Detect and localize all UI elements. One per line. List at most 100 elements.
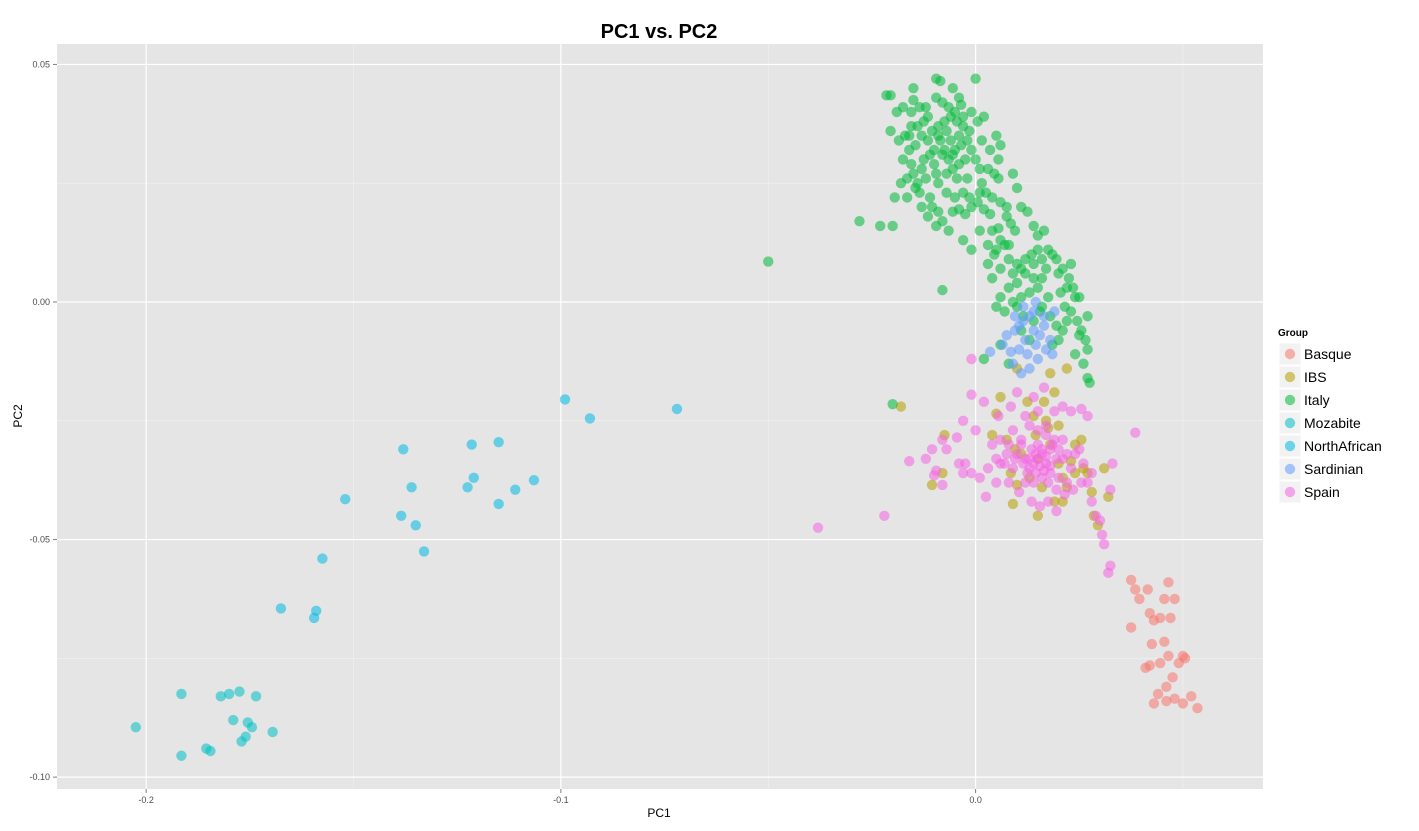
data-point-sardinian xyxy=(1013,344,1025,355)
data-point-basque xyxy=(1134,593,1145,605)
data-point-spain xyxy=(1051,484,1062,495)
chart-title: PC1 vs. PC2 xyxy=(601,21,718,43)
data-point-northafrican xyxy=(671,403,683,415)
data-point-italy xyxy=(949,192,961,203)
data-point-basque xyxy=(1161,695,1172,707)
data-point-basque xyxy=(1186,691,1197,702)
legend-item-italy: Italy xyxy=(1278,388,1330,412)
data-point-ibs xyxy=(1049,387,1060,398)
data-point-italy xyxy=(986,192,998,203)
data-point-spain xyxy=(1038,465,1050,476)
y-tick-label: -0.05 xyxy=(29,535,50,545)
data-point-mozabite xyxy=(234,686,245,697)
data-point-sardinian xyxy=(1038,311,1050,322)
data-point-italy xyxy=(908,94,919,106)
data-point-northafrican xyxy=(559,394,571,405)
data-point-spain xyxy=(928,470,940,481)
data-point-spain xyxy=(1076,403,1087,415)
data-point-italy xyxy=(897,101,909,113)
legend-label-basque: Basque xyxy=(1304,346,1352,362)
data-point-italy xyxy=(970,154,981,165)
data-point-mozabite xyxy=(250,691,262,702)
data-point-italy xyxy=(982,239,994,251)
data-point-italy xyxy=(1032,282,1044,293)
data-point-spain xyxy=(974,472,985,483)
data-point-spain xyxy=(966,389,977,400)
data-point-italy xyxy=(957,235,969,246)
data-point-italy xyxy=(906,106,917,118)
data-point-italy xyxy=(1028,258,1039,270)
data-point-northafrican xyxy=(275,603,287,614)
data-point-northafrican xyxy=(468,472,479,483)
data-point-mozabite xyxy=(201,743,212,754)
data-point-northafrican xyxy=(466,439,477,450)
data-point-italy xyxy=(1011,277,1023,289)
data-point-italy xyxy=(993,154,1004,165)
series-italy xyxy=(763,73,1095,410)
data-point-sardinian xyxy=(1030,339,1041,350)
data-point-italy xyxy=(970,73,981,84)
x-tick-label: -0.1 xyxy=(553,795,569,805)
data-point-basque xyxy=(1169,693,1180,704)
data-point-northafrican xyxy=(462,482,473,493)
data-point-ibs xyxy=(1053,420,1064,431)
data-point-italy xyxy=(1059,301,1070,312)
data-point-sardinian xyxy=(1032,353,1044,365)
data-point-italy xyxy=(974,163,985,175)
data-point-italy xyxy=(995,140,1006,151)
data-point-italy xyxy=(941,187,952,198)
legend-item-spain: Spain xyxy=(1278,480,1340,504)
data-point-basque xyxy=(1163,577,1174,588)
data-point-italy xyxy=(953,130,965,141)
data-point-spain xyxy=(1018,458,1029,469)
data-point-italy xyxy=(1061,315,1073,327)
data-point-italy xyxy=(924,149,936,160)
data-point-italy xyxy=(935,75,946,87)
data-point-spain xyxy=(993,410,1004,422)
data-point-italy xyxy=(995,235,1006,246)
data-point-italy xyxy=(957,111,969,122)
data-point-sardinian xyxy=(1038,320,1050,331)
data-point-italy xyxy=(1024,287,1035,298)
data-point-italy xyxy=(1011,182,1023,194)
data-point-basque xyxy=(1140,662,1151,674)
data-point-italy xyxy=(854,216,865,227)
data-point-italy xyxy=(1063,273,1075,284)
data-point-italy xyxy=(955,99,967,111)
legend-key-spain xyxy=(1284,486,1296,498)
data-point-ibs xyxy=(895,401,907,412)
data-point-mozabite xyxy=(215,691,227,702)
data-point-spain xyxy=(937,434,948,445)
legend-key-italy xyxy=(1284,394,1296,406)
series-northafrican xyxy=(275,394,683,624)
y-tick-label: -0.10 xyxy=(29,772,50,782)
data-point-sardinian xyxy=(1018,315,1029,327)
data-point-italy xyxy=(1028,220,1039,232)
data-point-spain xyxy=(1013,486,1025,498)
data-point-basque xyxy=(1125,622,1137,633)
data-point-italy xyxy=(1038,225,1050,236)
data-point-italy xyxy=(1078,358,1089,369)
data-point-spain xyxy=(1107,458,1118,469)
data-point-italy xyxy=(1082,344,1093,355)
data-point-italy xyxy=(945,135,956,146)
data-point-italy xyxy=(875,220,886,232)
data-point-italy xyxy=(941,125,952,137)
data-point-italy xyxy=(931,168,942,179)
data-point-spain xyxy=(1040,420,1052,431)
data-point-italy xyxy=(1055,287,1066,298)
data-point-sardinian xyxy=(1005,346,1017,358)
data-point-italy xyxy=(1036,273,1048,284)
data-point-italy xyxy=(928,159,940,170)
data-point-italy xyxy=(947,163,958,175)
legend-key-mozabite xyxy=(1284,417,1296,429)
data-point-italy xyxy=(986,273,998,284)
data-point-ibs xyxy=(1086,486,1097,498)
data-point-italy xyxy=(966,106,977,118)
data-point-spain xyxy=(1026,496,1037,507)
data-point-ibs xyxy=(995,391,1006,403)
data-point-italy xyxy=(999,306,1010,317)
data-point-italy xyxy=(922,135,934,146)
data-point-spain xyxy=(1051,453,1062,464)
data-point-italy xyxy=(937,216,948,227)
